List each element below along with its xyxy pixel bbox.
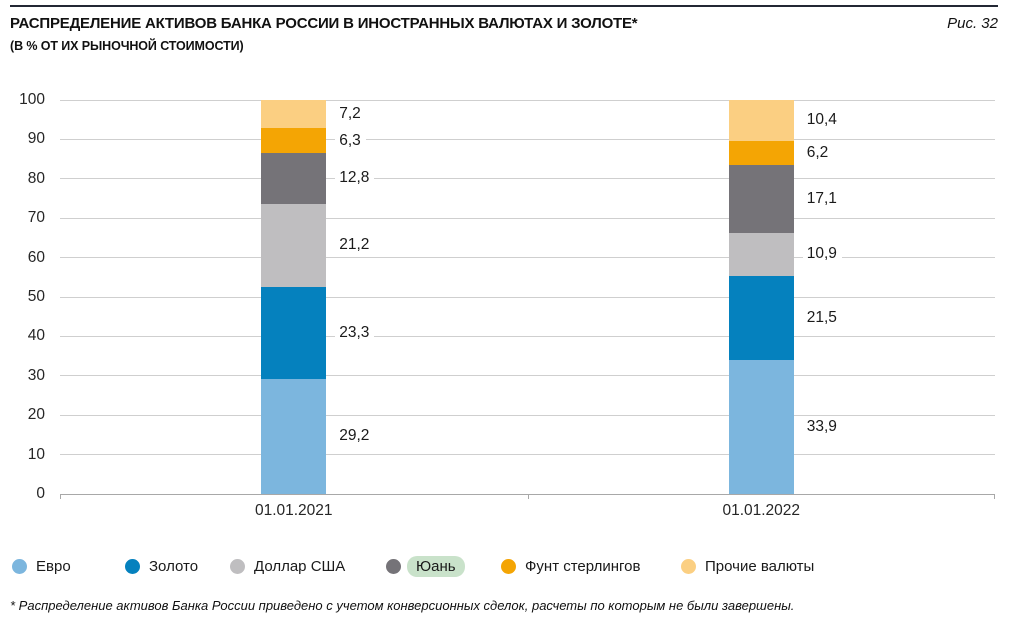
gridline xyxy=(60,138,995,140)
segment-value-label: 29,2 xyxy=(335,427,375,446)
y-axis-tick-label: 90 xyxy=(27,130,45,148)
y-axis-tick-label: 40 xyxy=(27,327,45,345)
legend-swatch-icon xyxy=(125,558,140,574)
y-axis-tick-label: 80 xyxy=(27,169,45,187)
segment-value-label: 6,3 xyxy=(335,131,366,150)
gridline xyxy=(60,217,995,219)
segment-value-label: 21,2 xyxy=(335,236,375,255)
bar-segment xyxy=(728,275,794,361)
y-axis-tick-label: 30 xyxy=(27,366,45,384)
legend-swatch-icon xyxy=(386,558,401,574)
bar-segment xyxy=(728,100,794,141)
x-axis-tick xyxy=(60,494,61,499)
bar-segment xyxy=(261,128,327,154)
segment-value-label: 7,2 xyxy=(335,105,366,124)
gridline xyxy=(60,99,995,101)
y-axis-tick-label: 20 xyxy=(27,406,45,424)
legend-label: Юань xyxy=(407,555,465,577)
bar-segment xyxy=(728,232,794,276)
gridline xyxy=(60,296,995,298)
legend-label: Прочие валюты xyxy=(705,557,815,575)
segment-value-label: 23,3 xyxy=(335,324,375,343)
legend-label: Золото xyxy=(149,557,199,575)
legend-label: Евро xyxy=(36,557,71,575)
bar-segment xyxy=(728,140,794,166)
chart-subtitle: (В % ОТ ИХ РЫНОЧНОЙ СТОИМОСТИ) xyxy=(10,39,244,53)
x-axis-category-label: 01.01.2021 xyxy=(254,502,333,519)
segment-value-label: 17,1 xyxy=(802,190,842,209)
legend: Евро Золото Доллар США Юань Фунт стерлингов П… xyxy=(0,555,1009,577)
legend-item: Юань xyxy=(386,555,465,577)
legend-swatch-icon xyxy=(681,558,696,574)
y-axis-tick-label: 50 xyxy=(27,288,45,305)
legend-label: Фунт стерлингов xyxy=(525,557,641,575)
legend-swatch-icon xyxy=(501,558,516,574)
segment-value-label: 33,9 xyxy=(802,418,842,437)
footnote: * Распределение активов Банка России при… xyxy=(10,598,795,613)
gridline xyxy=(60,257,995,259)
bar-segment xyxy=(728,165,794,233)
legend-swatch-icon xyxy=(12,558,27,574)
bar-segment xyxy=(261,203,327,288)
x-axis-category-label: 01.01.2022 xyxy=(722,502,801,519)
bar-segment xyxy=(261,378,327,494)
legend-item: Прочие валюты xyxy=(681,555,814,577)
legend-item: Евро xyxy=(12,555,71,577)
x-axis-tick xyxy=(527,494,529,499)
gridline xyxy=(60,454,995,456)
stacked-bar-plot-area: 0 10 20 30 40 50 60 70 80 90 100 29,2 23,3 21,2 12,8 6,… xyxy=(19,91,995,519)
y-axis-tick-label: 60 xyxy=(27,248,45,266)
legend-swatch-icon xyxy=(230,558,245,574)
y-axis-tick-label: 0 xyxy=(36,485,45,502)
y-axis-tick-label: 10 xyxy=(27,445,45,463)
chart-title: РАСПРЕДЕЛЕНИЕ АКТИВОВ БАНКА РОССИИ В ИНО… xyxy=(10,15,638,32)
bar-segment xyxy=(261,100,327,129)
legend-item: Золото xyxy=(125,555,198,577)
x-axis-tick xyxy=(994,494,995,499)
bar-segment xyxy=(261,287,327,379)
gridline xyxy=(60,335,995,337)
y-axis-tick-label: 70 xyxy=(27,209,45,227)
bar-segment xyxy=(261,153,327,204)
segment-value-label: 6,2 xyxy=(802,144,834,163)
segment-value-label: 21,5 xyxy=(802,309,842,328)
legend-label: Доллар США xyxy=(254,557,346,575)
segment-value-label: 10,9 xyxy=(802,245,842,264)
legend-item: Фунт стерлингов xyxy=(501,555,640,577)
gridline xyxy=(60,178,995,180)
y-axis-tick-label: 100 xyxy=(19,91,45,108)
top-divider-rule xyxy=(10,5,998,7)
segment-value-label: 12,8 xyxy=(335,169,375,188)
legend-item: Доллар США xyxy=(230,555,345,577)
segment-value-label: 10,4 xyxy=(802,111,842,130)
gridline xyxy=(60,375,995,377)
figure-number-label: Рис. 32 xyxy=(947,15,998,32)
bar-segment xyxy=(728,360,794,494)
gridline xyxy=(60,414,995,416)
